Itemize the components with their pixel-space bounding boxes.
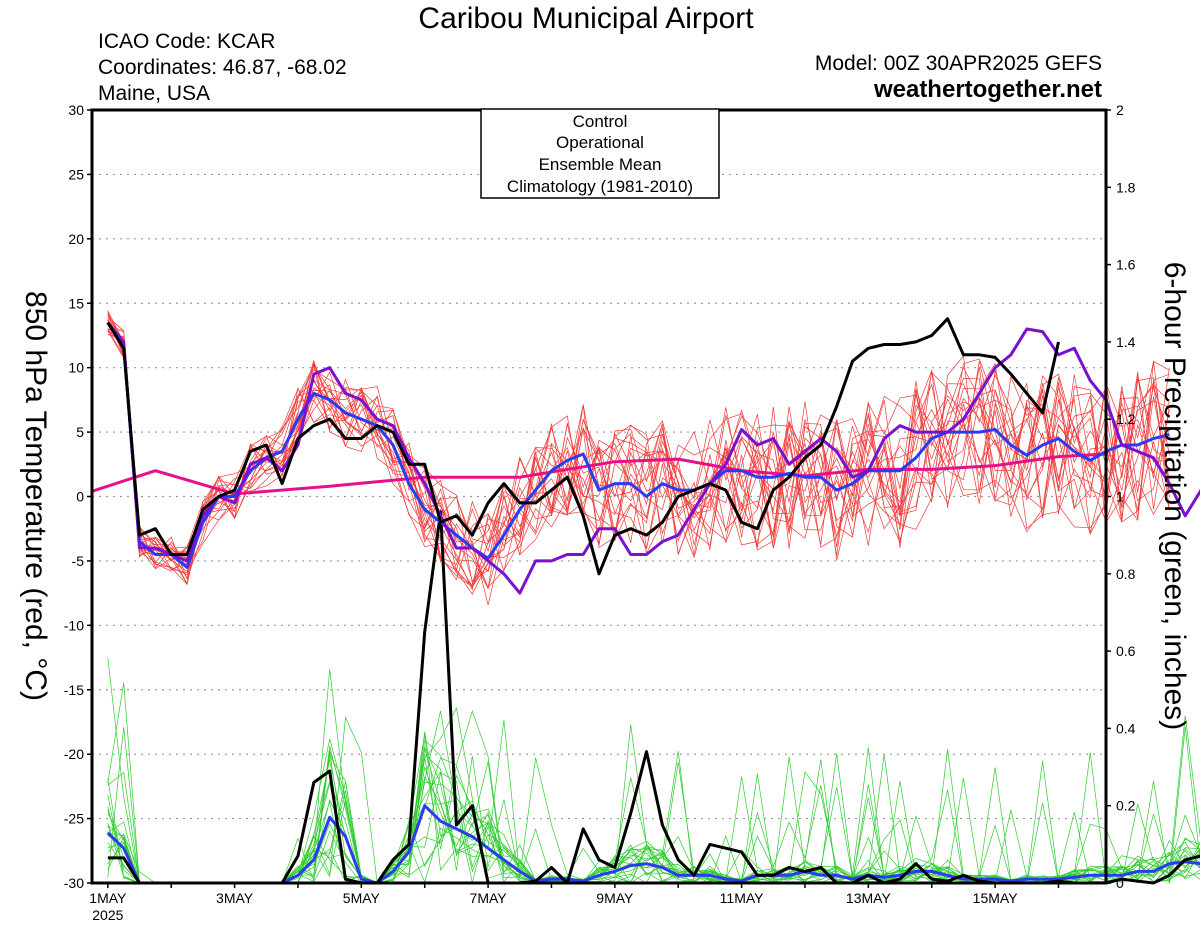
y2-axis-label: 6-hour Precipitation (green, inches)	[1158, 262, 1191, 731]
y-axis-label: 850 hPa Temperature (red, °C)	[19, 291, 52, 701]
y2-tick-label: 0	[1116, 875, 1124, 891]
model-run: Model: 00Z 30APR2025 GEFS	[815, 52, 1102, 75]
y2-tick-label: 1.4	[1116, 334, 1136, 350]
ensemble-mean-temp-line	[106, 321, 1170, 569]
x-tick-label: 5MAY	[343, 890, 381, 906]
chart-title: Caribou Municipal Airport	[418, 2, 754, 35]
x-tick-label: 3MAY	[216, 890, 254, 906]
member-precip-line	[107, 809, 1200, 884]
y-tick-label: 20	[68, 231, 84, 247]
legend-operational: Operational	[556, 133, 644, 152]
legend: Control Operational Ensemble Mean Climat…	[480, 108, 720, 199]
y-tick-label: -10	[64, 617, 84, 633]
site-link[interactable]: weathertogether.net	[873, 76, 1102, 103]
y-tick-label: 10	[68, 360, 84, 376]
y-tick-label: -25	[64, 811, 84, 827]
y2-tick-label: 0.2	[1116, 798, 1136, 814]
y-tick-label: 5	[76, 424, 84, 440]
y2-tick-label: 0.6	[1116, 643, 1136, 659]
y2-tick-label: 0.8	[1116, 566, 1136, 582]
region: Maine, USA	[98, 82, 210, 105]
coordinates: Coordinates: 46.87, -68.02	[98, 56, 347, 79]
climatology-temp-line	[91, 452, 1107, 496]
member-precip-line	[107, 669, 1200, 884]
member-temperature-line	[107, 325, 1170, 576]
icao-code: ICAO Code: KCAR	[98, 30, 275, 53]
member-precip-line	[107, 727, 1200, 884]
x-tick-label: 1MAY	[89, 890, 127, 906]
x-tick-label: 13MAY	[846, 890, 892, 906]
right-axis-ticks: 2 1.8 1.6 1.4 1.2 1 0.8 0.6 0.4 0.2 0	[1106, 102, 1136, 891]
legend-climatology: Climatology (1981-2010)	[507, 177, 693, 196]
y2-tick-label: 1	[1116, 489, 1124, 505]
member-precip-line	[107, 751, 1200, 884]
y-tick-label: -15	[64, 682, 84, 698]
x-tick-label: 11MAY	[720, 890, 764, 906]
grid-lines	[92, 173, 1106, 820]
y2-tick-label: 2	[1116, 102, 1124, 118]
x-tick-label: 7MAY	[470, 890, 508, 906]
y-tick-label: -5	[72, 553, 85, 569]
y-tick-label: 30	[68, 102, 84, 118]
member-temperature-line	[107, 329, 1170, 585]
member-precip-line	[107, 657, 1200, 884]
control-temp-line	[106, 317, 1060, 576]
ensemble-mean-precip-line	[106, 804, 1200, 885]
control-precip-line	[107, 510, 1200, 885]
member-precip-line	[107, 776, 1200, 884]
ensemble-members	[107, 310, 1200, 885]
y-tick-label: 0	[76, 489, 84, 505]
member-temperature-line	[107, 328, 1170, 586]
member-temperature-line	[107, 318, 1170, 585]
x-tick-year: 2025	[92, 907, 123, 923]
y2-tick-label: 1.8	[1116, 179, 1136, 195]
member-precip-line	[107, 726, 1200, 885]
left-axis-ticks: 30 25 20 15 10 5 0 -5 -10 -15 -20 -25 -30	[64, 102, 92, 891]
y2-tick-label: 1.2	[1116, 411, 1136, 427]
legend-ensemble-mean: Ensemble Mean	[539, 155, 662, 174]
member-temperature-line	[107, 314, 1170, 588]
y2-tick-label: 1.6	[1116, 257, 1136, 273]
member-temperature-line	[107, 312, 1170, 590]
x-tick-label: 9MAY	[596, 890, 634, 906]
member-temperature-line	[107, 313, 1170, 582]
y-tick-label: 25	[68, 166, 84, 182]
x-tick-label: 15MAY	[973, 890, 1019, 906]
y-tick-label: 15	[68, 295, 84, 311]
legend-box	[480, 108, 720, 199]
legend-control: Control	[573, 112, 628, 131]
y-tick-label: -20	[64, 746, 84, 762]
data-series	[91, 317, 1200, 885]
y-tick-label: -30	[64, 875, 84, 891]
member-precip-line	[107, 750, 1200, 884]
y2-tick-label: 0.4	[1116, 720, 1136, 736]
